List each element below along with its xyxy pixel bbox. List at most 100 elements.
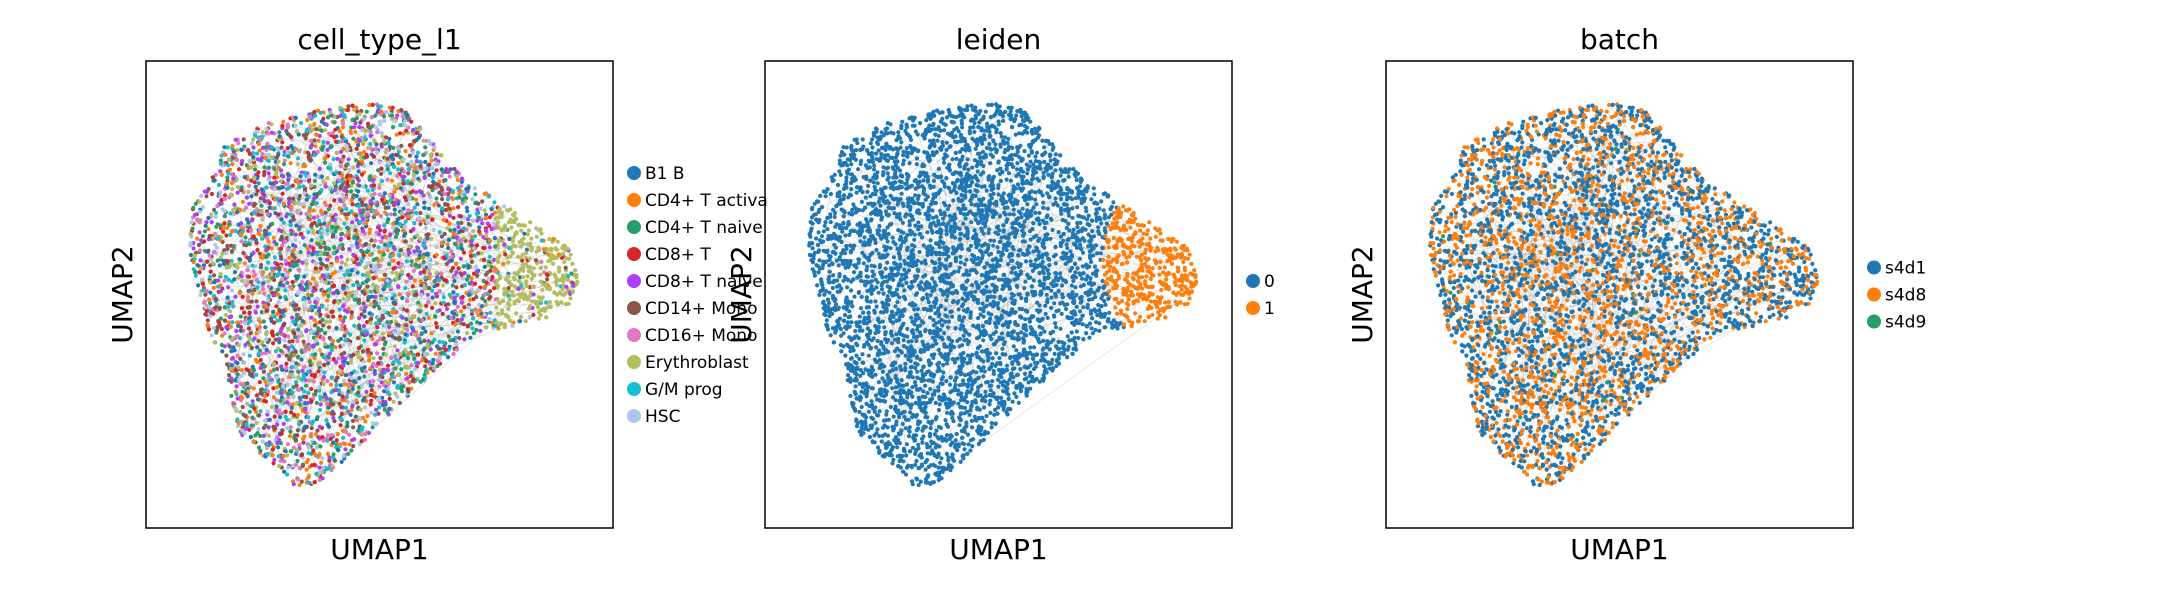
data-point	[502, 242, 507, 247]
data-point	[313, 304, 318, 309]
data-point	[472, 186, 477, 191]
data-point	[327, 319, 332, 324]
data-point	[380, 235, 385, 240]
data-point	[349, 371, 354, 376]
data-point	[454, 342, 459, 347]
data-point	[380, 369, 386, 374]
data-point	[225, 259, 230, 264]
data-point	[238, 314, 243, 319]
data-point	[424, 359, 429, 364]
data-point	[280, 378, 285, 383]
data-point	[502, 286, 507, 291]
data-point	[492, 279, 497, 284]
data-point	[400, 295, 405, 301]
data-point	[241, 352, 246, 357]
data-point	[225, 175, 230, 180]
data-point	[259, 203, 264, 208]
data-point	[369, 124, 374, 129]
data-point	[277, 464, 282, 469]
data-point	[249, 299, 254, 304]
data-point	[366, 274, 371, 279]
data-point	[254, 151, 260, 156]
data-point	[406, 387, 411, 392]
data-point	[277, 340, 282, 345]
data-point	[287, 196, 292, 201]
data-point	[392, 212, 397, 217]
data-point	[243, 414, 248, 419]
data-point	[514, 231, 519, 236]
data-point	[290, 183, 295, 188]
data-point	[324, 319, 329, 324]
data-point	[239, 188, 244, 193]
data-point	[386, 283, 391, 288]
data-point	[382, 223, 387, 228]
data-point	[441, 255, 447, 260]
data-point	[299, 479, 304, 484]
data-point	[403, 149, 408, 154]
data-point	[377, 119, 382, 124]
data-point	[507, 302, 512, 307]
data-point	[455, 329, 460, 334]
data-point	[232, 202, 237, 207]
data-point	[274, 304, 279, 309]
data-point	[264, 127, 269, 132]
data-point	[519, 228, 524, 233]
data-point	[439, 271, 444, 276]
data-point	[198, 258, 203, 263]
data-point	[260, 130, 265, 135]
data-point	[393, 366, 398, 371]
data-point	[542, 270, 547, 275]
data-point	[250, 415, 255, 420]
data-point	[433, 291, 439, 296]
data-point	[364, 389, 369, 394]
data-point	[222, 331, 227, 336]
data-point	[223, 312, 229, 318]
data-point	[334, 139, 339, 144]
data-point	[330, 130, 336, 136]
data-point	[319, 460, 324, 465]
data-point	[522, 231, 527, 236]
data-point	[339, 108, 344, 113]
data-point	[251, 386, 256, 391]
graph-edge	[405, 150, 556, 278]
data-point	[301, 339, 306, 344]
data-point	[275, 146, 280, 151]
data-point	[311, 230, 316, 235]
data-point	[258, 409, 263, 414]
data-point	[295, 156, 301, 161]
data-point	[331, 251, 336, 256]
data-point	[295, 276, 300, 281]
data-point	[467, 213, 472, 218]
data-point	[284, 214, 289, 219]
data-point	[265, 412, 270, 417]
data-point	[433, 351, 438, 356]
data-point	[456, 266, 461, 271]
data-point	[318, 222, 323, 227]
data-point	[346, 236, 351, 241]
data-point	[284, 365, 289, 371]
data-point	[469, 259, 475, 264]
data-point	[391, 145, 396, 150]
data-point	[325, 433, 331, 438]
data-point	[355, 262, 360, 267]
data-point	[405, 113, 410, 118]
data-point	[407, 380, 412, 385]
data-point	[198, 238, 204, 243]
data-point	[368, 366, 373, 371]
data-point	[281, 201, 286, 206]
data-point	[321, 337, 326, 342]
data-point	[318, 110, 323, 115]
data-point	[488, 310, 493, 315]
data-point	[308, 213, 313, 218]
data-point	[431, 179, 436, 184]
data-point	[266, 382, 271, 387]
data-point	[304, 306, 309, 311]
data-point	[474, 294, 479, 300]
data-point	[284, 181, 289, 186]
data-point	[396, 182, 402, 187]
data-point	[527, 256, 532, 261]
data-point	[223, 274, 228, 279]
graph-edge	[284, 196, 384, 413]
data-point	[281, 453, 286, 459]
